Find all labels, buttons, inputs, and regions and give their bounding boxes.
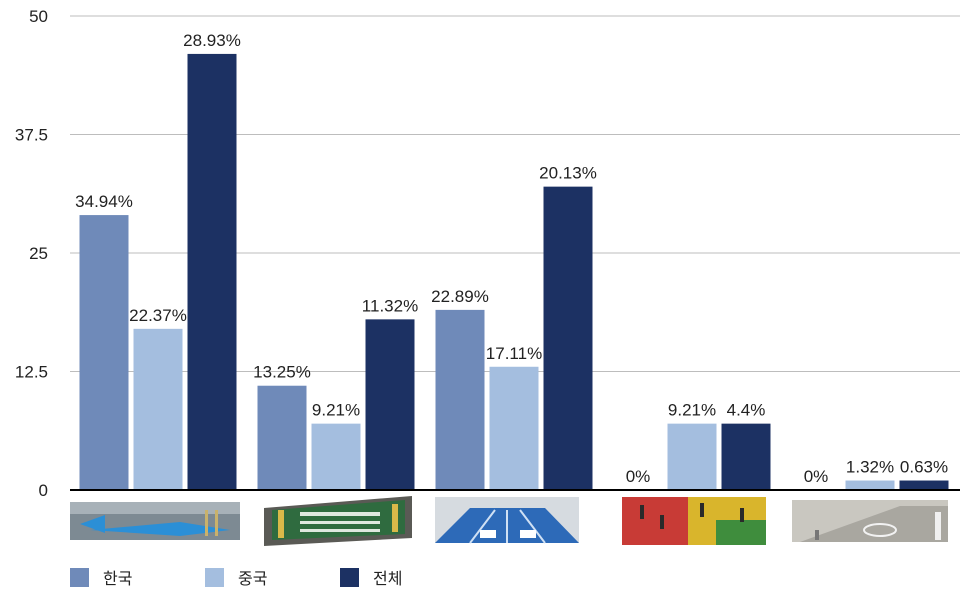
data-label: 13.25% bbox=[253, 363, 311, 382]
legend: 한국 중국 전체 bbox=[70, 565, 475, 589]
bar bbox=[365, 319, 415, 490]
legend-label: 중국 bbox=[238, 569, 268, 588]
floor-arrow-photo bbox=[70, 502, 240, 540]
gate-sign-photo bbox=[264, 496, 412, 546]
bar bbox=[845, 480, 895, 490]
data-label: 9.21% bbox=[668, 401, 716, 420]
legend-label: 전체 bbox=[373, 569, 403, 588]
legend-swatch bbox=[205, 567, 224, 587]
data-label: 17.11% bbox=[486, 344, 542, 363]
bar bbox=[543, 186, 593, 490]
bar bbox=[435, 309, 485, 490]
data-label: 1.32% bbox=[846, 458, 894, 477]
road-marking-photo bbox=[792, 500, 948, 542]
data-labels: 34.94%22.37%28.93%13.25%9.21%11.32% 22.89… bbox=[75, 31, 948, 486]
data-label: 0% bbox=[804, 467, 829, 486]
data-label: 22.37% bbox=[129, 306, 187, 325]
blue-lane-photo bbox=[435, 497, 579, 544]
data-label: 4.4% bbox=[727, 401, 766, 420]
bar bbox=[79, 215, 129, 490]
data-label: 20.13% bbox=[539, 164, 597, 183]
bar bbox=[489, 366, 539, 490]
bar bbox=[311, 423, 361, 490]
colored-floor-photo bbox=[622, 497, 766, 545]
bar bbox=[667, 423, 717, 490]
data-label: 11.32% bbox=[362, 296, 418, 315]
y-tick-label: 25 bbox=[29, 244, 48, 263]
bar bbox=[187, 53, 237, 491]
bars bbox=[79, 53, 949, 491]
legend-label: 한국 bbox=[103, 569, 133, 588]
bar bbox=[899, 480, 949, 490]
data-label: 34.94% bbox=[75, 192, 133, 211]
y-tick-label: 0 bbox=[39, 481, 48, 500]
legend-swatch bbox=[70, 567, 89, 587]
data-label: 0% bbox=[626, 467, 651, 486]
legend-item-korea: 한국 bbox=[70, 565, 205, 589]
bar bbox=[721, 423, 771, 490]
legend-item-china: 중국 bbox=[205, 565, 340, 589]
bar bbox=[133, 328, 183, 490]
y-tick-label: 50 bbox=[29, 7, 48, 26]
data-label: 22.89% bbox=[431, 287, 489, 306]
data-label: 0.63% bbox=[900, 458, 948, 477]
legend-swatch bbox=[340, 567, 359, 587]
y-axis-ticks: 0 12.5 25 37.5 50 bbox=[15, 7, 48, 500]
y-tick-label: 37.5 bbox=[15, 126, 48, 145]
data-label: 28.93% bbox=[183, 31, 241, 50]
data-label: 9.21% bbox=[312, 401, 360, 420]
legend-item-total: 전체 bbox=[340, 565, 475, 589]
bar bbox=[257, 385, 307, 490]
y-tick-label: 12.5 bbox=[15, 363, 48, 382]
